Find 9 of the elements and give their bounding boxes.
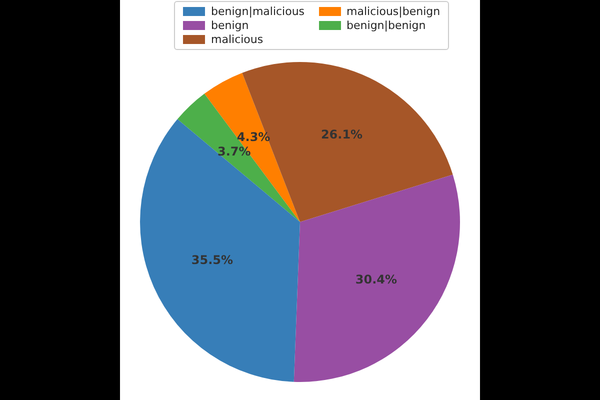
legend-label: benign|benign bbox=[346, 19, 426, 32]
legend-label: malicious|benign bbox=[346, 5, 440, 18]
legend-label: benign bbox=[211, 19, 249, 32]
data-label: 4.3% bbox=[236, 130, 270, 144]
legend-label: benign|malicious bbox=[211, 5, 305, 18]
data-label: 35.5% bbox=[191, 253, 234, 268]
legend-label: malicious bbox=[211, 33, 264, 46]
data-label: 26.1% bbox=[320, 128, 363, 142]
data-label: 30.4% bbox=[355, 272, 398, 287]
